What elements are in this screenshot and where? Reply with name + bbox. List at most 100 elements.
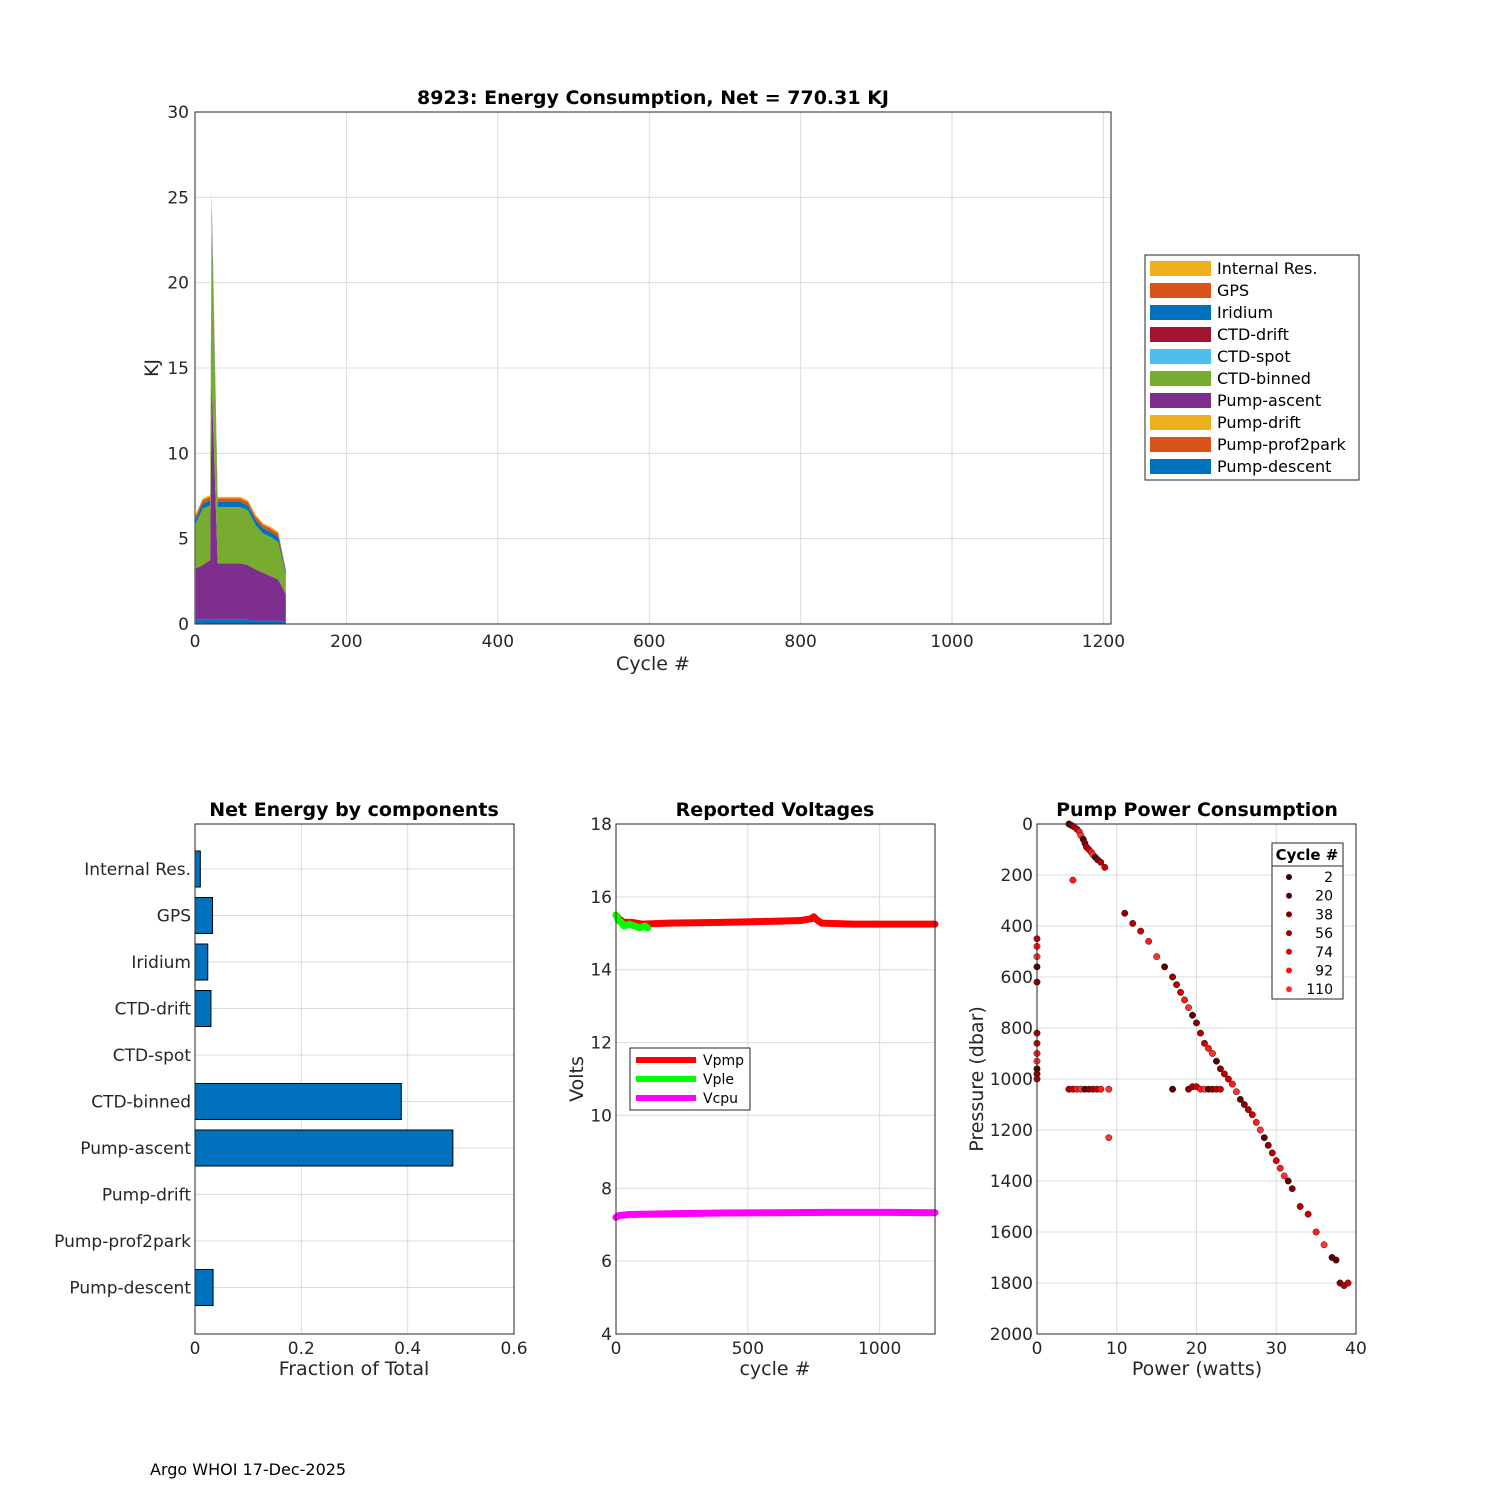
top-y-tick-label: 25 bbox=[167, 188, 189, 208]
pump-ticks: 0 10 20 30 400200400600800100012001400160018… bbox=[990, 815, 1367, 1359]
pump-point bbox=[1177, 988, 1184, 996]
volt-line-vcpu bbox=[612, 1208, 939, 1221]
top-x-tick-label: 0 bbox=[190, 632, 201, 652]
pump-point bbox=[1205, 1045, 1212, 1052]
bar-pump-descent bbox=[194, 1269, 214, 1306]
pump-point bbox=[1217, 1085, 1224, 1093]
area-iridium bbox=[195, 203, 286, 576]
pump-point bbox=[1189, 1011, 1196, 1019]
pump-point bbox=[1129, 920, 1137, 927]
pump-point bbox=[1097, 1085, 1105, 1093]
volt-x-tick-label: 0 bbox=[611, 1339, 622, 1359]
pump-legend-marker bbox=[1286, 948, 1292, 955]
pump-point bbox=[1173, 981, 1180, 989]
pump-point bbox=[1288, 1185, 1296, 1193]
top-legend-label: CTD-spot bbox=[1217, 347, 1291, 366]
area-ctd-binned bbox=[195, 218, 286, 595]
bar-x-tick-label: 0.2 bbox=[288, 1339, 315, 1359]
top-y-tick-label: 30 bbox=[167, 103, 189, 123]
pump-y-tick-label: 1200 bbox=[990, 1121, 1033, 1141]
top-legend-swatch bbox=[1150, 327, 1211, 342]
volt-legend-label: Vpmp bbox=[703, 1053, 744, 1069]
bar-category-label: Internal Res. bbox=[84, 860, 191, 880]
volt-ticks: 0 500 1000 4 6 8 10 12 14 16 18 bbox=[590, 815, 901, 1359]
top-legend-label: Pump-prof2park bbox=[1217, 435, 1347, 454]
pump-legend-marker bbox=[1286, 930, 1292, 937]
top-x-tick-label: 200 bbox=[330, 632, 362, 652]
pump-x-tick-label: 0 bbox=[1032, 1339, 1043, 1359]
top-x-tick-label: 600 bbox=[633, 632, 665, 652]
pump-y-tick-label: 800 bbox=[1001, 1019, 1033, 1039]
pump-point bbox=[1260, 1134, 1268, 1142]
top-x-tick-label: 1200 bbox=[1082, 632, 1125, 652]
pump-point bbox=[1232, 1088, 1240, 1096]
bar-chart-title: Net Energy by components bbox=[209, 799, 499, 821]
footer-credit: Argo WHOI 17-Dec-2025 bbox=[150, 1460, 347, 1479]
top-legend-label: CTD-binned bbox=[1217, 369, 1311, 388]
volt-lines bbox=[612, 911, 939, 1221]
pump-legend-label: 110 bbox=[1306, 982, 1333, 998]
pump-x-tick-label: 40 bbox=[1345, 1339, 1367, 1359]
volt-axes-frame bbox=[615, 823, 936, 1335]
bar-ticks: 0 0.2 0.4 0.6 Internal Res. GPS Iridium CTD-dri… bbox=[54, 860, 527, 1359]
bar-category-label: GPS bbox=[157, 907, 191, 927]
pump-legend-marker bbox=[1286, 967, 1292, 974]
volt-y-tick-label: 6 bbox=[601, 1252, 612, 1272]
top-legend-label: CTD-drift bbox=[1217, 325, 1289, 344]
bar-axes-frame bbox=[194, 823, 515, 1335]
pump-legend-label: 92 bbox=[1315, 964, 1333, 980]
top-legend: Internal Res. GPS Iridium CTD-drift CTD-spot… bbox=[1144, 254, 1360, 481]
pump-point bbox=[1272, 1157, 1280, 1165]
volt-y-label: Volts bbox=[566, 1056, 588, 1102]
pump-point bbox=[1161, 963, 1169, 971]
energy-consumption-chart: 0 200 400 600 800 1000 1200 0 5 10 15 20 25 30 8923: … bbox=[141, 87, 1360, 675]
pump-x-label: Power (watts) bbox=[1132, 1358, 1262, 1380]
bar-category-label: CTD-drift bbox=[115, 1000, 192, 1020]
pump-point bbox=[1193, 1019, 1200, 1027]
top-legend-label: GPS bbox=[1217, 281, 1249, 300]
top-y-tick-label: 5 bbox=[178, 530, 189, 550]
top-y-tick-label: 15 bbox=[167, 359, 189, 379]
pump-point bbox=[1244, 1106, 1252, 1114]
pump-point bbox=[1213, 1057, 1220, 1065]
top-chart-title: 8923: Energy Consumption, Net = 770.31 K… bbox=[417, 87, 889, 109]
top-x-tick-label: 400 bbox=[482, 632, 514, 652]
top-ticks: 0 200 400 600 800 1000 1200 0 5 10 15 20 25 30 bbox=[167, 103, 1125, 652]
volt-legend-label: Vple bbox=[703, 1072, 734, 1088]
pump-legend-marker bbox=[1286, 986, 1292, 993]
pump-y-tick-label: 600 bbox=[1001, 968, 1033, 988]
top-stacked-areas bbox=[195, 189, 286, 624]
pump-legend: Cycle # 2 20 38 56 74 92 110 bbox=[1271, 842, 1344, 1000]
pump-point bbox=[1296, 1203, 1304, 1210]
pump-point bbox=[1320, 1241, 1328, 1249]
volt-y-tick-label: 12 bbox=[590, 1034, 612, 1054]
bar-category-label: Iridium bbox=[131, 953, 191, 973]
pump-point bbox=[1105, 1134, 1113, 1142]
pump-point bbox=[1248, 1111, 1256, 1119]
pump-point bbox=[1221, 1070, 1228, 1078]
top-x-label: Cycle # bbox=[616, 653, 690, 675]
pump-point bbox=[1137, 927, 1145, 935]
pump-x-tick-label: 30 bbox=[1265, 1339, 1287, 1359]
bar-x-tick-label: 0.4 bbox=[394, 1339, 421, 1359]
pump-legend-marker bbox=[1286, 892, 1292, 899]
bar-category-label: Pump-ascent bbox=[80, 1139, 191, 1159]
volt-x-label: cycle # bbox=[739, 1358, 810, 1380]
volt-line-vpmp bbox=[612, 911, 939, 928]
pump-legend-label: 56 bbox=[1315, 926, 1333, 942]
bar-x-label: Fraction of Total bbox=[279, 1358, 430, 1380]
top-x-tick-label: 800 bbox=[784, 632, 816, 652]
pump-legend-box bbox=[1271, 842, 1344, 1000]
pump-point bbox=[1185, 1004, 1192, 1011]
pump-point bbox=[1209, 1050, 1216, 1057]
pump-axes-frame bbox=[1036, 823, 1357, 1335]
pump-point bbox=[1201, 1039, 1208, 1047]
pump-legend-marker bbox=[1286, 874, 1292, 880]
pump-legend-label: 38 bbox=[1315, 907, 1333, 923]
pump-x-tick-label: 20 bbox=[1186, 1339, 1208, 1359]
volt-x-tick-label: 500 bbox=[732, 1339, 764, 1359]
area-pump-ascent bbox=[195, 380, 286, 622]
pump-y-tick-label: 1400 bbox=[990, 1172, 1033, 1192]
pump-y-tick-label: 200 bbox=[1001, 866, 1033, 886]
